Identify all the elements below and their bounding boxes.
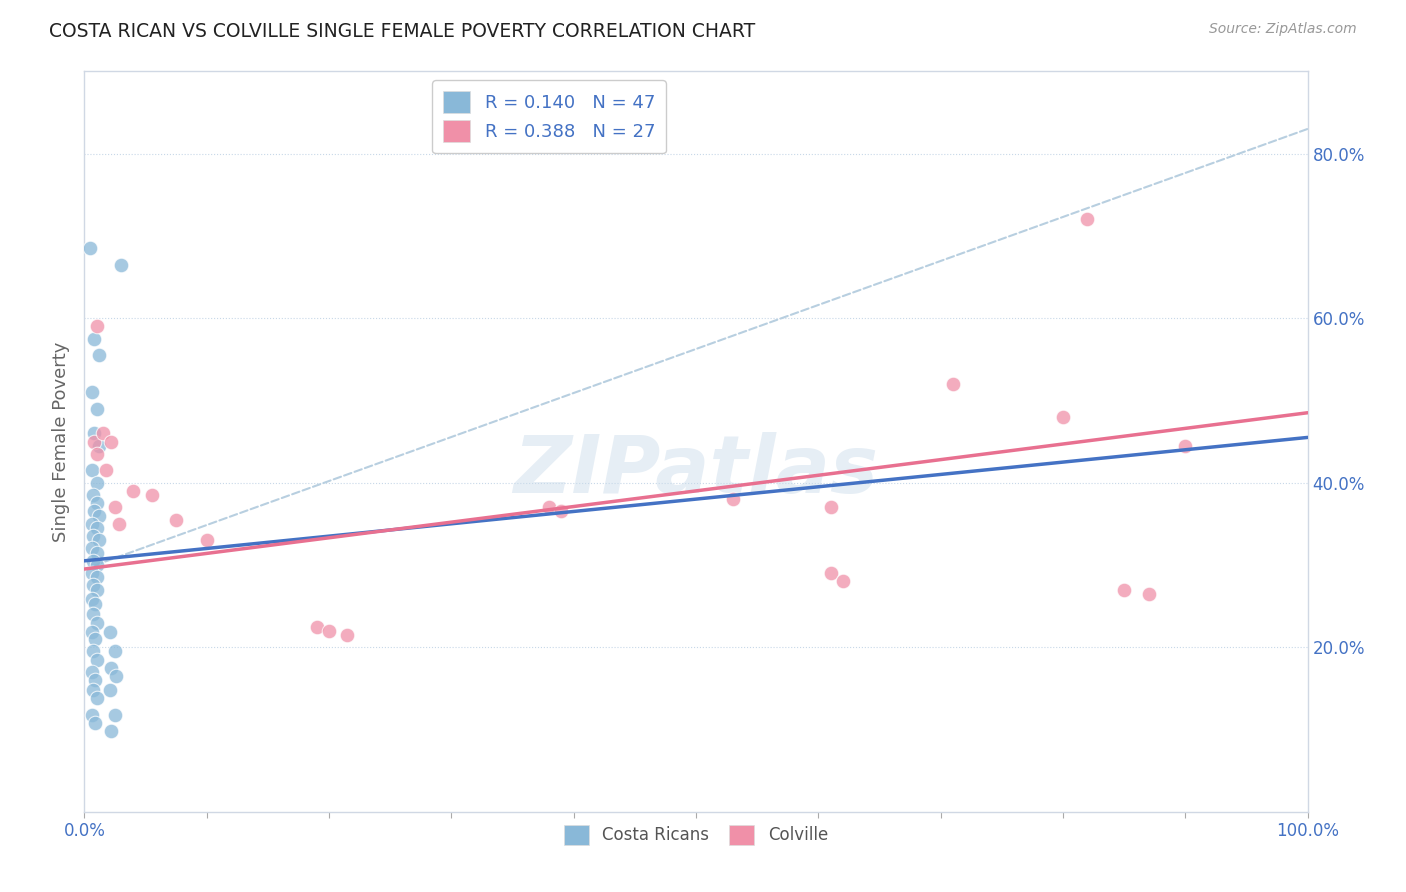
Point xyxy=(80,516,103,531)
Point xyxy=(104,644,127,658)
Point xyxy=(1114,582,1136,597)
Point xyxy=(80,592,103,607)
Point xyxy=(550,504,572,518)
Point xyxy=(82,529,104,543)
Point xyxy=(86,615,108,630)
Point xyxy=(84,632,107,646)
Point xyxy=(86,545,108,560)
Point xyxy=(165,513,187,527)
Point xyxy=(305,619,328,633)
Point xyxy=(538,500,561,515)
Point xyxy=(104,707,127,722)
Point xyxy=(79,241,101,255)
Point xyxy=(82,607,104,622)
Point xyxy=(820,566,842,581)
Point xyxy=(80,566,103,581)
Point xyxy=(87,533,110,548)
Point xyxy=(100,724,122,739)
Point xyxy=(86,521,108,535)
Point xyxy=(98,625,121,640)
Point xyxy=(100,661,122,675)
Point xyxy=(87,508,110,523)
Point xyxy=(84,673,107,687)
Point xyxy=(83,504,105,518)
Point xyxy=(942,376,965,391)
Point xyxy=(83,332,105,346)
Point xyxy=(336,628,359,642)
Point xyxy=(86,475,108,490)
Point xyxy=(86,570,108,584)
Point xyxy=(1174,439,1197,453)
Text: COSTA RICAN VS COLVILLE SINGLE FEMALE POVERTY CORRELATION CHART: COSTA RICAN VS COLVILLE SINGLE FEMALE PO… xyxy=(49,22,755,41)
Point xyxy=(91,426,114,441)
Point xyxy=(96,463,118,477)
Point xyxy=(195,533,218,548)
Point xyxy=(86,319,108,334)
Point xyxy=(80,665,103,679)
Point xyxy=(86,558,108,572)
Point xyxy=(98,683,121,698)
Point xyxy=(107,516,129,531)
Y-axis label: Single Female Poverty: Single Female Poverty xyxy=(52,342,70,541)
Point xyxy=(83,434,105,449)
Point xyxy=(82,644,104,658)
Point xyxy=(104,500,127,515)
Point xyxy=(84,715,107,730)
Point xyxy=(87,348,110,362)
Point xyxy=(86,691,108,706)
Point xyxy=(318,624,340,638)
Point xyxy=(86,447,108,461)
Legend: Costa Ricans, Colville: Costa Ricans, Colville xyxy=(557,818,835,852)
Point xyxy=(122,483,145,498)
Point xyxy=(84,598,107,612)
Point xyxy=(87,439,110,453)
Point xyxy=(82,578,104,592)
Point xyxy=(105,669,128,683)
Point xyxy=(82,683,104,698)
Text: ZIPatlas: ZIPatlas xyxy=(513,432,879,510)
Point xyxy=(86,652,108,666)
Point xyxy=(83,426,105,441)
Point xyxy=(86,401,108,416)
Point xyxy=(80,541,103,556)
Point xyxy=(820,500,842,515)
Point xyxy=(831,574,853,589)
Point xyxy=(80,463,103,477)
Point xyxy=(82,554,104,568)
Point xyxy=(80,625,103,640)
Point xyxy=(86,582,108,597)
Point xyxy=(1052,409,1074,424)
Point xyxy=(1137,587,1160,601)
Point xyxy=(721,492,744,507)
Point xyxy=(80,707,103,722)
Point xyxy=(141,488,163,502)
Point xyxy=(110,258,132,272)
Point xyxy=(86,496,108,510)
Point xyxy=(1076,212,1098,227)
Point xyxy=(100,434,122,449)
Point xyxy=(82,488,104,502)
Point xyxy=(80,385,103,400)
Text: Source: ZipAtlas.com: Source: ZipAtlas.com xyxy=(1209,22,1357,37)
